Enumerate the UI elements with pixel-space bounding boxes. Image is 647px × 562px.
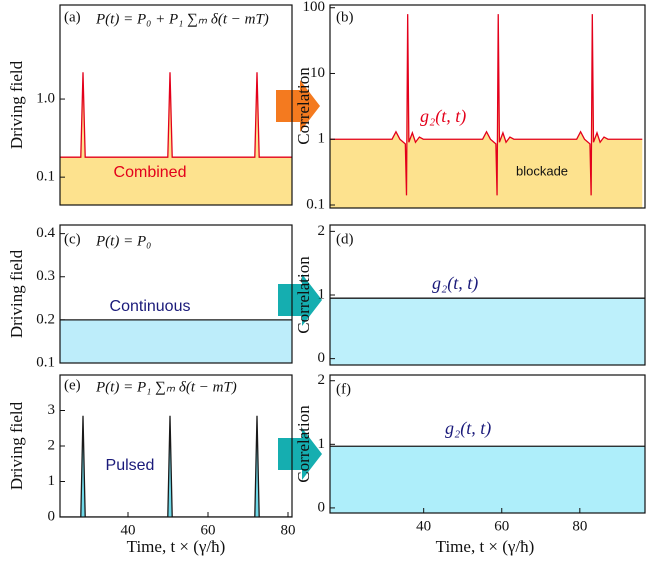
y-tick-label: 0.1	[36, 169, 55, 185]
panel-label: (e)	[64, 377, 81, 393]
x-tick-label: 40	[121, 522, 136, 538]
area	[60, 72, 292, 205]
x-tick-label: 60	[201, 522, 216, 538]
y-tick-label: 0.1	[306, 196, 325, 212]
x-axis-label: Time, t × (γ/ħ)	[127, 537, 226, 556]
annotation: Combined	[114, 164, 187, 181]
plot-area	[60, 415, 292, 517]
y-tick-label: 2	[318, 223, 326, 239]
plot-area	[60, 72, 292, 205]
frame	[59, 4, 293, 206]
formula: P(t) = P₀ + P₁ ∑ₘ δ(t − mT)	[95, 11, 269, 27]
area	[330, 14, 643, 208]
y-tick-label: 10	[310, 65, 325, 81]
y-tick-label: 1	[48, 473, 56, 489]
y-tick-label: 1	[318, 286, 326, 302]
line	[330, 14, 643, 196]
curve-label: g₂(t, t)	[432, 273, 478, 294]
y-tick-label: 0.2	[36, 311, 55, 327]
plot-area	[60, 319, 292, 363]
area	[330, 298, 645, 365]
x-tick-label: 80	[572, 518, 587, 534]
arrow-orange	[276, 80, 320, 132]
annotation: Continuous	[110, 298, 191, 315]
y-tick-label: 0	[318, 499, 326, 515]
y-tick-label: 1.0	[36, 90, 55, 106]
frame	[59, 224, 293, 364]
y-tick-label: 0.4	[36, 225, 55, 241]
panel-label: (f)	[336, 381, 351, 397]
y-tick-label: 2	[318, 372, 326, 388]
x-tick-label: 80	[281, 522, 296, 538]
frame	[329, 4, 646, 209]
y-axis-label: Correlation	[294, 67, 313, 145]
curve-label: g₂(t, t)	[420, 106, 466, 127]
annotation: blockade	[516, 163, 568, 178]
y-tick-label: 0.1	[36, 354, 55, 370]
arrow-teal	[278, 428, 322, 480]
y-axis-label: Correlation	[294, 256, 313, 334]
y-tick-label: 100	[303, 0, 326, 15]
y-axis-label: Driving field	[7, 60, 26, 149]
y-tick-label: 1	[318, 436, 326, 452]
line	[60, 415, 292, 517]
y-tick-label: 0.3	[36, 268, 55, 284]
y-tick-label: 3	[48, 402, 56, 418]
y-axis-label: Correlation	[294, 405, 313, 483]
formula: P(t) = P₀	[95, 233, 151, 249]
y-axis-label: Driving field	[7, 249, 26, 338]
plot-area	[330, 445, 645, 513]
annotation: Pulsed	[106, 457, 155, 474]
line	[60, 72, 292, 158]
arrow-teal	[278, 274, 322, 326]
curve-label: g₂(t, t)	[445, 418, 491, 439]
plot-area	[330, 14, 643, 208]
plot-area	[330, 297, 645, 365]
area	[330, 446, 645, 513]
y-tick-label: 0	[48, 508, 56, 524]
panel-label: (d)	[336, 231, 354, 247]
y-axis-label: Driving field	[7, 401, 26, 490]
panel-label: (a)	[64, 9, 81, 25]
panel-label: (b)	[336, 9, 354, 25]
y-tick-label: 2	[48, 437, 56, 453]
x-tick-label: 40	[416, 518, 431, 534]
y-tick-label: 0	[318, 350, 326, 366]
area	[60, 319, 292, 363]
y-tick-label: 1	[318, 131, 326, 147]
panel-label: (c)	[64, 231, 81, 247]
formula: P(t) = P₁ ∑ₘ δ(t − mT)	[95, 379, 237, 395]
x-axis-label: Time, t × (γ/ħ)	[436, 537, 535, 556]
x-tick-label: 60	[494, 518, 509, 534]
